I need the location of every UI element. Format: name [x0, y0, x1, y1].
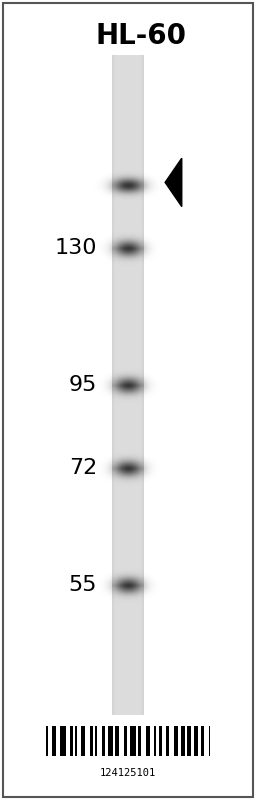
Bar [94, 726, 97, 756]
Bar [166, 726, 168, 756]
Bar [46, 726, 48, 756]
Text: HL-60: HL-60 [95, 22, 186, 50]
Bar [102, 726, 105, 756]
Text: 72: 72 [69, 458, 97, 478]
Bar [187, 726, 191, 756]
Polygon shape [165, 158, 182, 206]
Bar [201, 726, 204, 756]
Text: 124125101: 124125101 [100, 768, 156, 778]
Bar [108, 726, 113, 756]
Text: 130: 130 [55, 238, 97, 258]
Bar [52, 726, 56, 756]
Bar [138, 726, 141, 756]
Bar [124, 726, 127, 756]
Bar [209, 726, 210, 756]
Bar [75, 726, 77, 756]
Text: 95: 95 [69, 375, 97, 395]
Bar [60, 726, 66, 756]
Bar [130, 726, 136, 756]
Bar [81, 726, 85, 756]
Bar [181, 726, 185, 756]
Bar [159, 726, 162, 756]
Bar [174, 726, 178, 756]
Bar [154, 726, 156, 756]
Bar [146, 726, 150, 756]
Text: 55: 55 [69, 575, 97, 595]
Bar [90, 726, 93, 756]
Bar [70, 726, 73, 756]
Bar [194, 726, 198, 756]
Bar [115, 726, 119, 756]
